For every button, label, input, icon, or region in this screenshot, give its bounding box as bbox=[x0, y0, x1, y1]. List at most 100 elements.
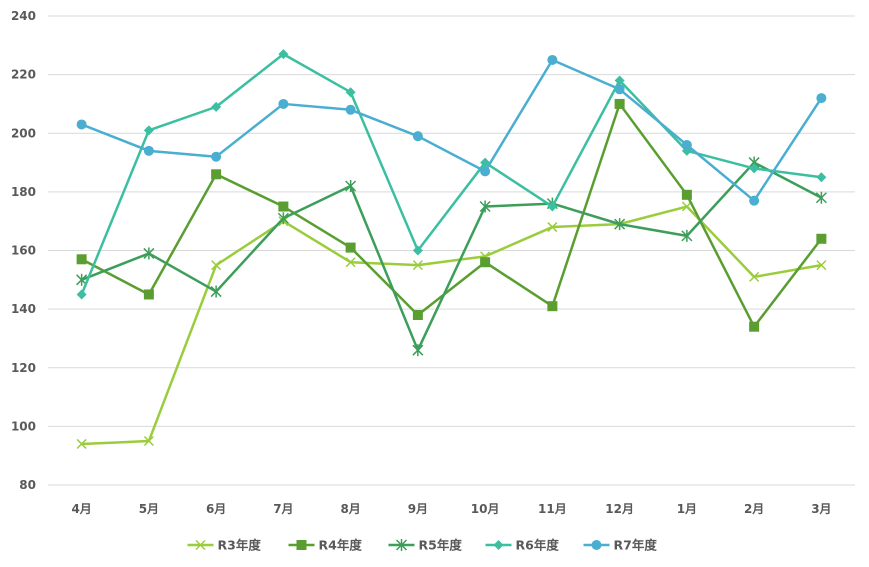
legend-label: R6年度 bbox=[516, 538, 560, 553]
legend-swatch-marker bbox=[195, 539, 206, 551]
legend-label: R4年度 bbox=[319, 538, 363, 553]
data-point bbox=[614, 98, 625, 109]
data-point bbox=[412, 344, 424, 357]
legend-label: R5年度 bbox=[419, 538, 463, 553]
data-point bbox=[210, 285, 222, 298]
gridlines bbox=[48, 15, 855, 486]
data-point bbox=[614, 84, 625, 95]
x-tick-label: 4月 bbox=[71, 502, 91, 516]
x-tick-label: 7月 bbox=[273, 502, 293, 516]
data-point bbox=[815, 191, 827, 204]
x-tick-label: 6月 bbox=[206, 502, 226, 516]
y-tick-label: 80 bbox=[19, 478, 36, 492]
data-point bbox=[749, 195, 760, 206]
data-point bbox=[345, 180, 357, 193]
y-tick-label: 120 bbox=[11, 361, 36, 375]
legend-swatch-marker bbox=[493, 540, 504, 550]
data-point bbox=[681, 139, 692, 150]
data-point bbox=[345, 242, 356, 253]
series-R4年度 bbox=[76, 98, 827, 332]
data-point bbox=[76, 254, 87, 265]
legend-swatch-marker bbox=[296, 540, 307, 550]
x-tick-label: 12月 bbox=[605, 502, 634, 516]
data-point bbox=[143, 145, 154, 156]
series-line bbox=[80, 58, 823, 202]
data-point bbox=[412, 245, 423, 256]
y-tick-label: 220 bbox=[11, 68, 36, 82]
data-point bbox=[211, 260, 222, 271]
data-point bbox=[278, 98, 289, 109]
data-point bbox=[211, 169, 222, 180]
legend-item: R6年度 bbox=[485, 538, 560, 553]
y-tick-label: 180 bbox=[11, 185, 36, 199]
series-group bbox=[76, 49, 827, 449]
data-point bbox=[277, 212, 289, 225]
y-tick-label: 100 bbox=[11, 419, 36, 433]
data-point bbox=[547, 222, 558, 233]
y-tick-label: 160 bbox=[11, 244, 36, 258]
data-point bbox=[614, 218, 626, 231]
data-point bbox=[749, 163, 760, 174]
data-point bbox=[345, 257, 356, 268]
data-point bbox=[547, 54, 558, 65]
data-point bbox=[412, 309, 423, 320]
x-tick-label: 10月 bbox=[471, 502, 500, 516]
data-point bbox=[816, 93, 827, 104]
data-point bbox=[345, 104, 356, 115]
data-point bbox=[547, 301, 558, 312]
x-tick-label: 8月 bbox=[340, 502, 360, 516]
series-line bbox=[80, 161, 823, 352]
data-point bbox=[681, 229, 693, 242]
data-point bbox=[681, 189, 692, 200]
data-point bbox=[681, 201, 692, 212]
y-tick-label: 140 bbox=[11, 302, 36, 316]
legend-item: R3年度 bbox=[187, 538, 262, 553]
legend-label: R3年度 bbox=[218, 538, 262, 553]
data-point bbox=[749, 321, 760, 332]
x-axis-tick-labels: 4月 5月 6月 7月 8月 9月 10月 11月 12月 1月 2月 3月 bbox=[71, 502, 831, 516]
data-point bbox=[480, 257, 491, 268]
series-R7年度 bbox=[76, 54, 827, 206]
data-point bbox=[480, 166, 491, 177]
x-tick-label: 5月 bbox=[139, 502, 159, 516]
y-axis-tick-labels: 80 100 120 140 160 180 200 220 240 bbox=[11, 9, 36, 492]
legend-item: R7年度 bbox=[583, 538, 658, 553]
series-R5年度 bbox=[76, 156, 827, 357]
y-tick-label: 240 bbox=[11, 9, 36, 23]
data-point bbox=[76, 119, 87, 130]
data-point bbox=[479, 200, 491, 213]
data-point bbox=[278, 201, 289, 212]
series-R3年度 bbox=[76, 201, 827, 449]
data-point bbox=[76, 438, 87, 449]
x-tick-label: 3月 bbox=[811, 502, 831, 516]
data-point bbox=[278, 49, 289, 60]
x-tick-label: 9月 bbox=[408, 502, 428, 516]
legend-swatch-marker bbox=[591, 540, 602, 550]
x-tick-label: 11月 bbox=[538, 502, 567, 516]
data-point bbox=[412, 131, 423, 142]
data-point bbox=[816, 172, 827, 183]
data-point bbox=[211, 101, 222, 112]
data-point bbox=[76, 289, 87, 300]
data-point bbox=[143, 125, 154, 136]
data-point bbox=[547, 201, 558, 212]
data-point bbox=[749, 271, 760, 282]
legend-label: R7年度 bbox=[614, 538, 658, 553]
data-point bbox=[143, 289, 154, 300]
y-tick-label: 200 bbox=[11, 126, 36, 140]
x-tick-label: 2月 bbox=[744, 502, 764, 516]
data-point bbox=[816, 233, 827, 244]
data-point bbox=[211, 151, 222, 162]
legend: R3年度 R4年度 R5年度 R6年度 R7年度 bbox=[187, 538, 658, 553]
data-point bbox=[816, 260, 827, 271]
legend-item: R5年度 bbox=[388, 538, 463, 553]
series-line bbox=[80, 102, 823, 328]
data-point bbox=[143, 247, 155, 260]
data-point bbox=[345, 87, 356, 98]
x-tick-label: 1月 bbox=[677, 502, 697, 516]
data-point bbox=[412, 260, 423, 271]
legend-swatch-marker bbox=[395, 539, 408, 551]
data-point bbox=[143, 436, 154, 447]
